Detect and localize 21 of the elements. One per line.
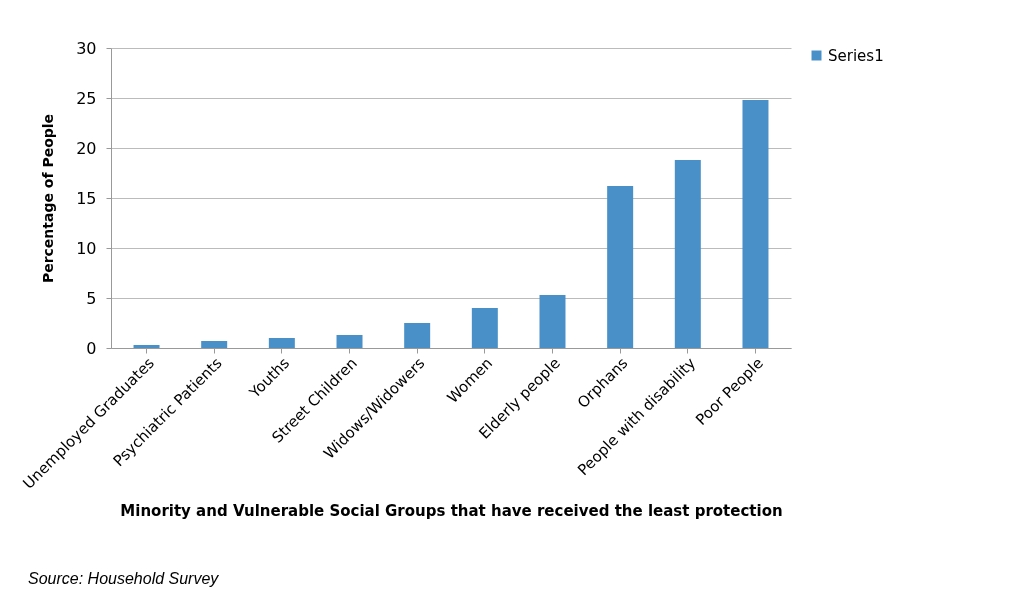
- y-axis-title: Percentage of People: [40, 113, 57, 284]
- y-tick-label: 0: [86, 338, 97, 358]
- bar: [268, 338, 295, 348]
- bar: [607, 186, 634, 348]
- source-note: Source: Household Survey: [28, 570, 219, 588]
- bar: [539, 295, 566, 348]
- y-tick-label: 25: [76, 88, 97, 108]
- y-tick-label: 15: [76, 188, 97, 208]
- y-tick-label: 5: [86, 288, 97, 308]
- x-axis-title: Minority and Vulnerable Social Groups that have received the least protection: [120, 501, 783, 520]
- bar: [336, 335, 363, 348]
- y-tick-label: 10: [76, 238, 97, 258]
- bar: [201, 341, 228, 348]
- y-tick-label: 30: [76, 38, 97, 58]
- bar: [742, 100, 769, 348]
- y-tick-label: 20: [76, 138, 97, 158]
- legend-label: Series1: [828, 46, 884, 65]
- bar: [133, 345, 160, 348]
- bar: [404, 323, 431, 348]
- bar: [471, 308, 498, 348]
- bar: [674, 160, 701, 348]
